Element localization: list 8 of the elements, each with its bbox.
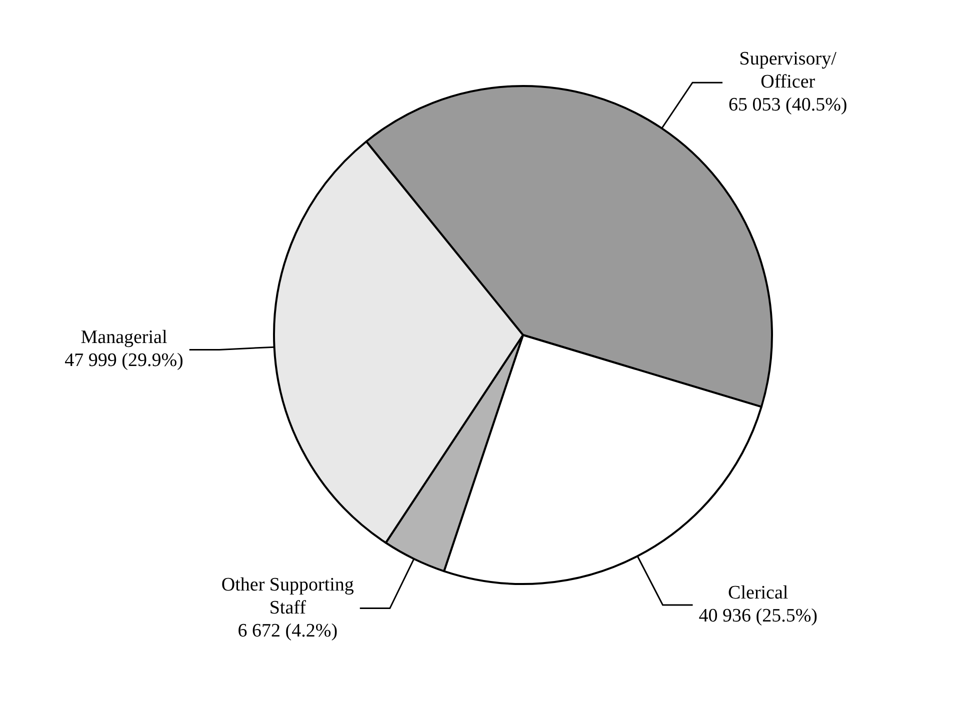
- slice-label: Other Supporting Staff: [221, 574, 354, 618]
- slice-label: Clerical: [728, 582, 788, 604]
- data-label: 6 672 (4.2%): [238, 620, 338, 642]
- slice-label: Supervisory/ Officer: [739, 48, 838, 93]
- slice-label: Managerial: [80, 327, 168, 348]
- data-label: 40 936 (25.5%): [698, 605, 818, 626]
- data-label: 65 053 (40.5%): [728, 94, 848, 116]
- data-label: 47 999 (29.9%): [64, 350, 184, 372]
